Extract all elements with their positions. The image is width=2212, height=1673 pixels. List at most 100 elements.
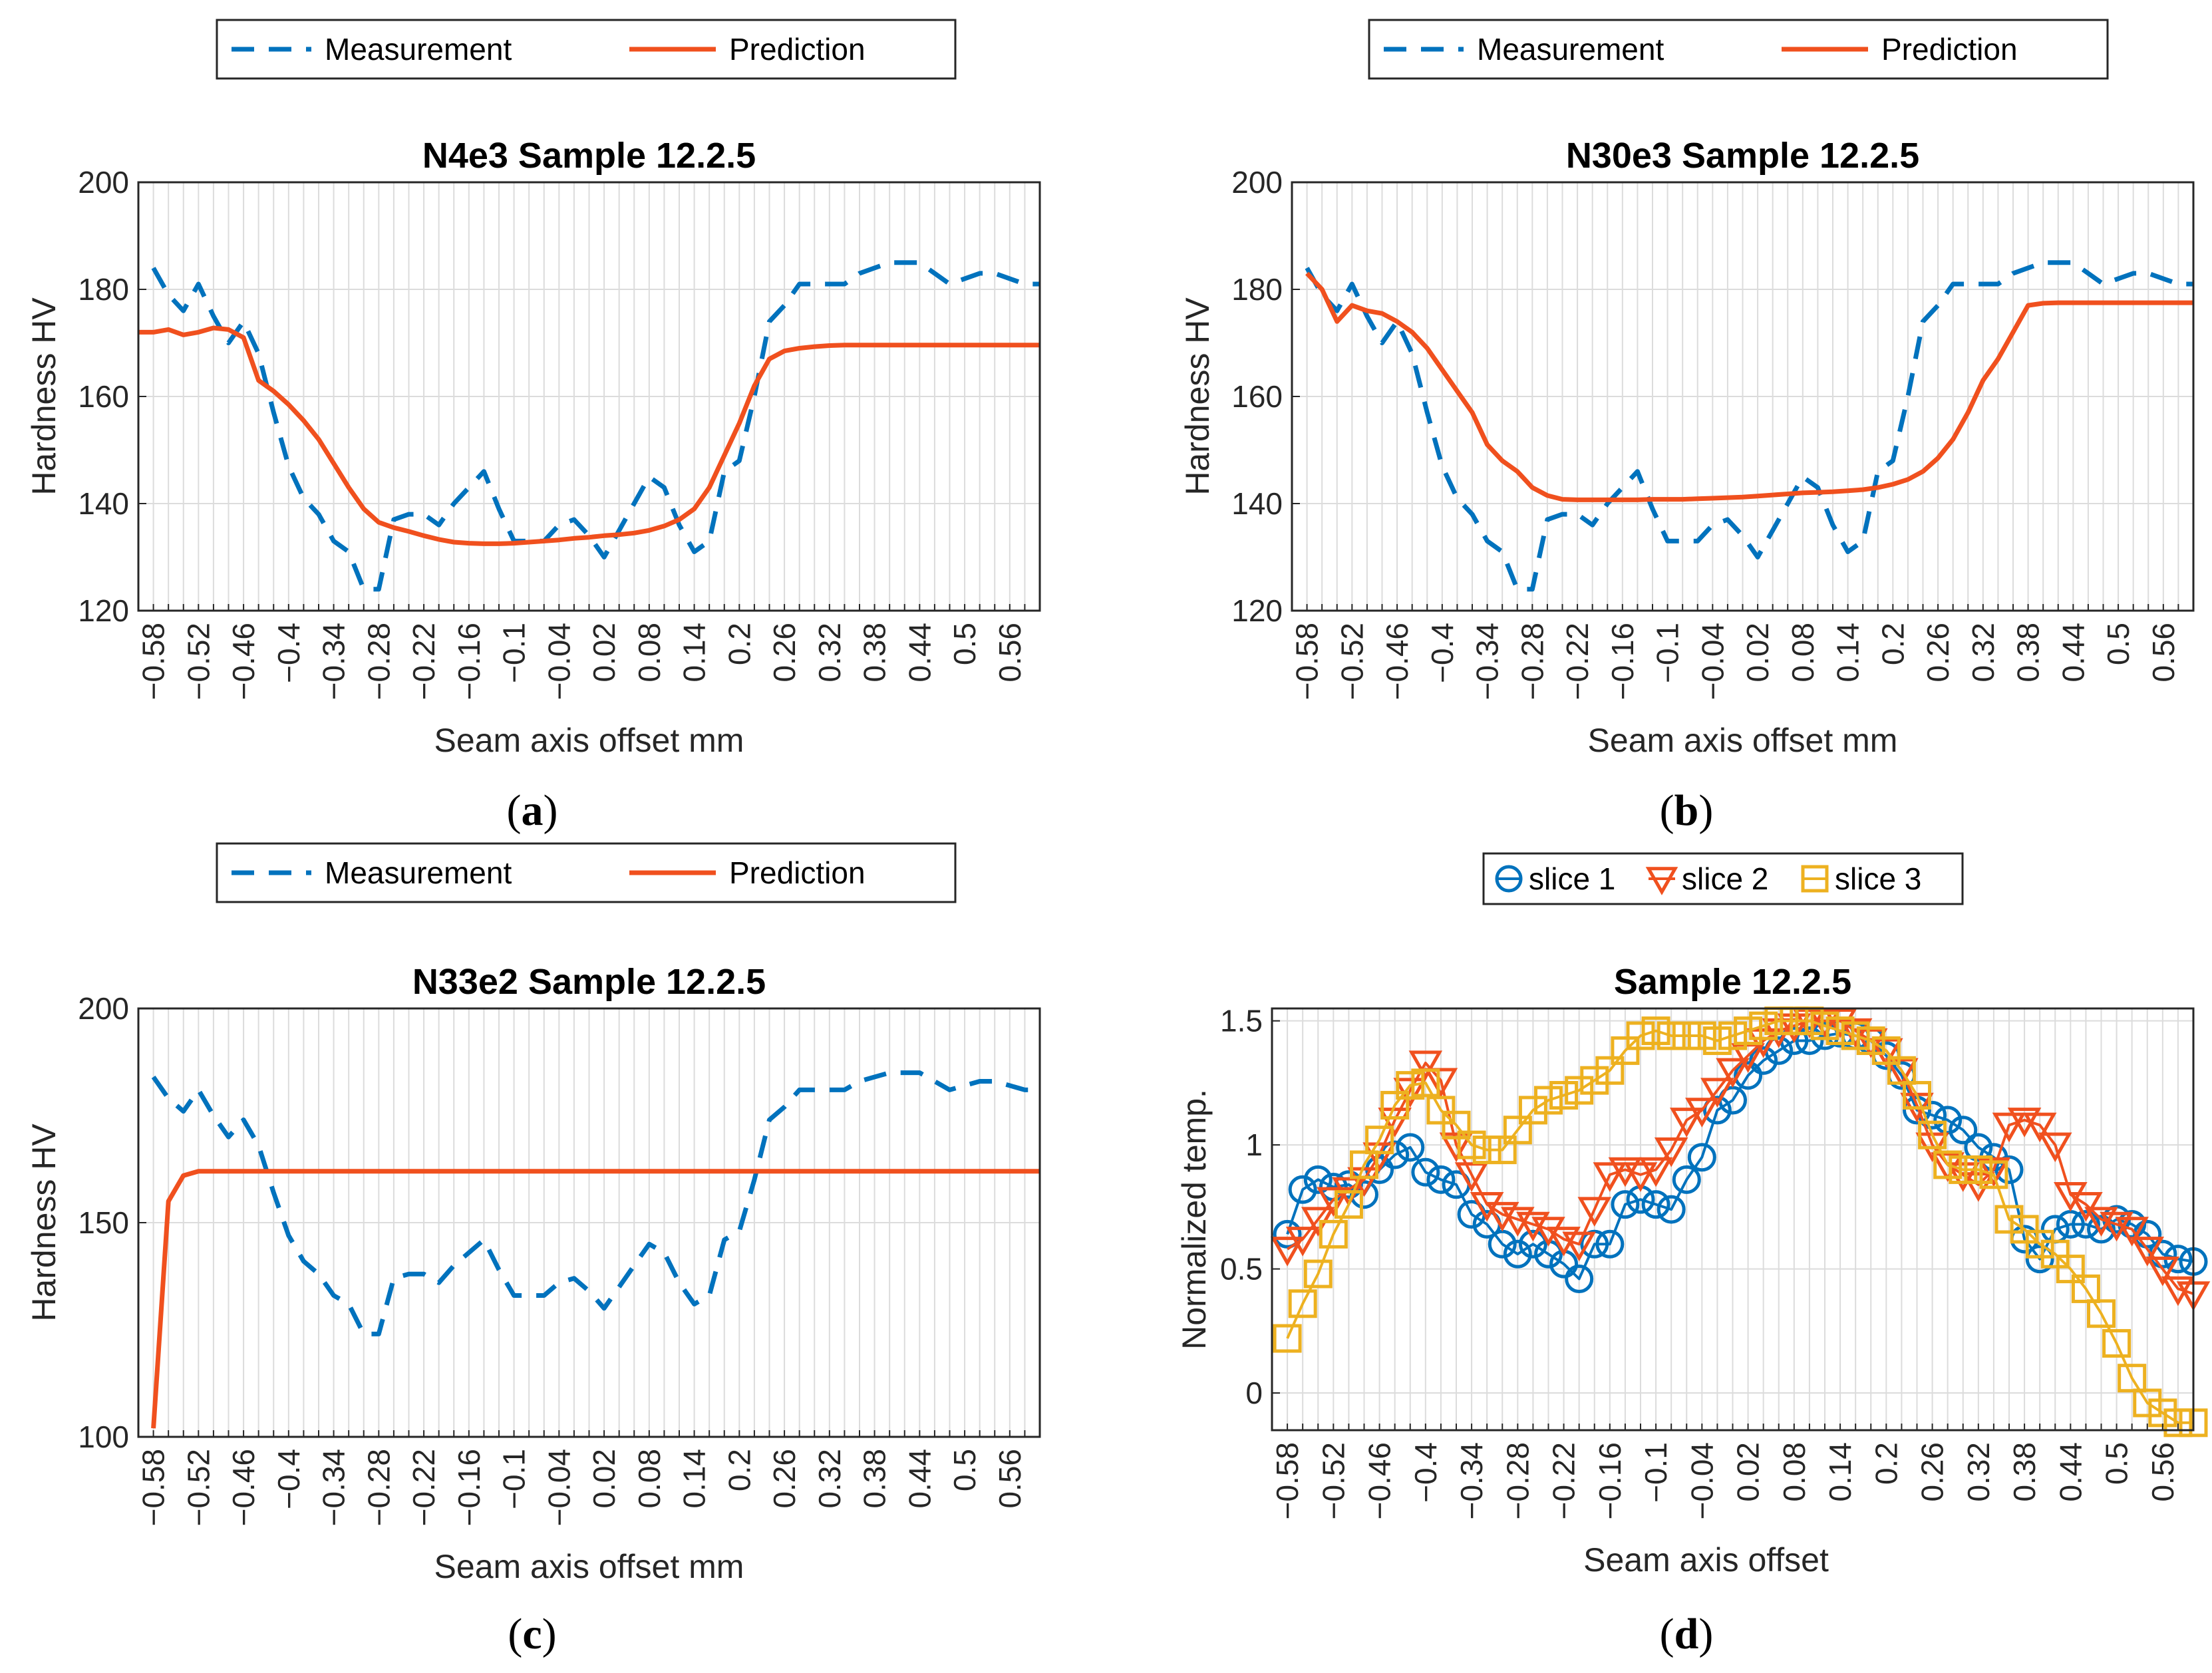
y-tick-label: 1.5 [1220,1004,1263,1038]
y-axis-label: Hardness HV [25,297,63,496]
x-tick-label: 0.08 [632,623,667,683]
data-point [2040,1239,2070,1269]
data-point [1795,1026,1824,1055]
x-axis-label: Seam axis offset mm [1588,722,1898,759]
y-tick-label: 180 [78,272,129,307]
data-point [1810,1011,1839,1040]
x-tick-label: 0.02 [587,623,621,683]
data-point [1317,1187,1350,1217]
y-tick-label: 160 [1231,379,1283,414]
legend-entry: Prediction [1881,32,2018,67]
data-point [1749,1011,1778,1040]
x-tick-label: 0.26 [767,623,802,683]
data-point [1979,1160,2008,1189]
data-point [1288,1175,1317,1204]
x-tick-label: −0.34 [317,623,351,700]
data-point [1992,1112,2026,1143]
panel-label-letter: c [522,1610,542,1658]
legend-swatch [1495,865,1523,893]
data-point [1657,1195,1686,1224]
x-tick-label: 0.14 [677,1449,712,1509]
x-tick-label: −0.16 [452,623,486,700]
data-point [1362,1142,1396,1173]
x-tick-label: −0.22 [1547,1442,1581,1519]
data-point [1687,1021,1716,1050]
x-tick-label: −0.28 [1500,1442,1535,1519]
data-point [1270,1237,1305,1267]
data-point [2071,1209,2100,1239]
data-point [1334,1190,1363,1219]
legend-swatch [1801,865,1829,893]
x-tick-label: 0.56 [2145,1442,2180,1502]
data-point [2102,1328,2132,1358]
data-point [1887,1056,1916,1085]
data-point [1531,1217,1565,1247]
data-point [1580,1229,1609,1259]
panel-label: (d) [1660,1610,1714,1658]
chart-panel-a: −0.58 −0.52 −0.46 −0.4 −0.34 −0.28 −0.22 −0.16−… [25,19,1041,835]
x-tick-label: 0.02 [1740,623,1775,683]
x-tick-label: −0.52 [1316,1442,1350,1519]
panel-label-close: ) [542,1610,557,1658]
data-point [1700,1078,1734,1108]
x-tick-label: 0.5 [2100,1442,2134,1485]
y-tick-label: 160 [78,379,129,414]
data-point [1472,1136,1501,1165]
legend: Measurement Prediction [216,19,957,80]
data-point [1885,1058,1919,1088]
x-axis-label: Seam axis offset mm [434,1548,744,1585]
x-tick-label: −0.58 [1270,1442,1305,1519]
data-point [2133,1388,2162,1418]
data-point [1734,1016,1763,1046]
x-tick-label: −0.52 [181,1449,216,1526]
legend-entry: slice 2 [1682,861,1768,896]
x-tick-label: 0.14 [1831,623,1865,683]
data-point [1442,1110,1471,1140]
legend-box [1368,19,2109,80]
x-tick-label: −0.22 [406,1449,441,1526]
data-point [2056,1255,2085,1284]
data-point [1365,1126,1394,1155]
data-point [1288,1289,1317,1318]
x-tick-label: −0.04 [1695,623,1730,700]
y-tick-label: 0.5 [1220,1252,1263,1287]
y-axis-label: Hardness HV [1179,297,1216,496]
data-point [2025,1245,2054,1274]
data-point [1534,1086,1563,1115]
y-tick-label: 200 [78,165,129,200]
data-point [1672,1021,1701,1050]
series-measurement [151,260,1040,592]
x-tick-label: 0.26 [1915,1442,1950,1502]
data-point [1734,1061,1763,1090]
data-point [1303,1259,1333,1289]
legend-entry: slice 1 [1529,861,1615,896]
y-axis-label: Normalized temp. [1176,1089,1213,1350]
legend-entry: Measurement [1477,32,1664,67]
y-axis-label: Hardness HV [25,1124,63,1322]
data-point [2069,1191,2103,1222]
x-tick-label: −0.1 [1639,1442,1673,1503]
x-tick-label: 0.44 [2053,1442,2088,1502]
data-point [1580,1066,1609,1095]
y-tick-label: 120 [78,593,129,628]
data-point [1611,1036,1640,1065]
data-point [1825,1016,1855,1046]
data-point [1702,1026,1732,1055]
data-point [2118,1364,2147,1393]
y-tick-label: 120 [1231,593,1283,628]
y-tick-label: 200 [1231,165,1283,200]
data-point [1503,1239,1532,1269]
x-tick-label: −0.16 [1593,1442,1627,1519]
x-tick-label: −0.04 [1684,1442,1719,1519]
series-line [1305,271,2193,502]
data-point [1470,1191,1504,1222]
data-point [1639,1157,1673,1187]
series-line [151,1169,1040,1429]
data-point [1424,1068,1458,1098]
y-tick-label: 150 [78,1205,129,1240]
chart-panel-d: −0.58 −0.52 −0.46 −0.4 −0.34 −0.28 −0.22 −0.16−… [1176,852,2211,1658]
x-tick-label: 0.44 [902,1449,937,1509]
data-point [1273,1324,1302,1353]
x-tick-label: 0.08 [632,1449,667,1509]
data-point [2145,1256,2180,1287]
